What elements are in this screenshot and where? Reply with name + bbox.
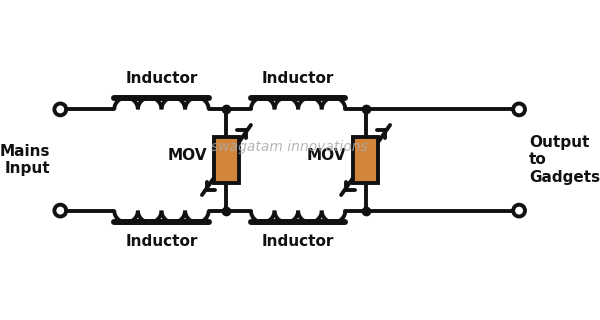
Text: Inductor: Inductor [262, 71, 334, 86]
Text: MOV: MOV [307, 148, 346, 163]
Text: swagatam innovations: swagatam innovations [211, 140, 368, 154]
Text: Inductor: Inductor [262, 234, 334, 249]
Text: Inductor: Inductor [125, 71, 197, 86]
Text: Mains
Input: Mains Input [0, 144, 50, 176]
Bar [214, 137, 239, 183]
Text: Output
to
Gadgets: Output to Gadgets [529, 135, 600, 185]
Bar [353, 137, 378, 183]
Text: MOV: MOV [167, 148, 207, 163]
Text: Inductor: Inductor [125, 234, 197, 249]
